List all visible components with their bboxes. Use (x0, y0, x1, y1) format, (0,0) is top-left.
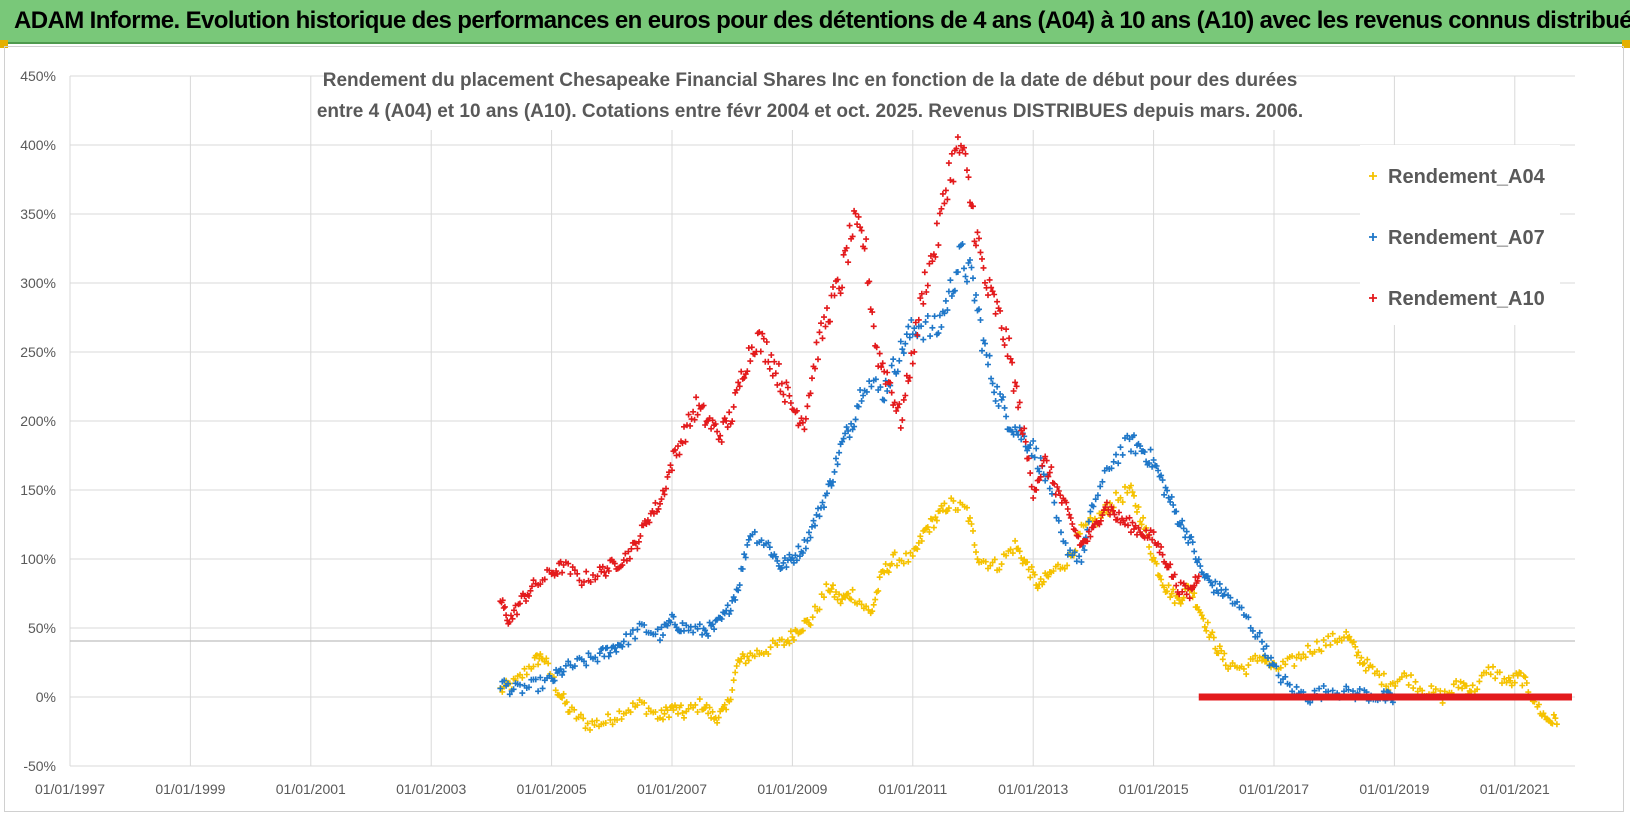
y-tick-label: 450% (20, 68, 56, 84)
legend-label: Rendement_A07 (1388, 227, 1545, 249)
y-axis-ticks: -50% 0% 50% 100% 150% 200% 250% 300% 350% 400% 450… (20, 68, 56, 774)
y-tick-label: 150% (20, 482, 56, 498)
legend-label: Rendement_A04 (1388, 166, 1546, 188)
x-tick-label: 01/01/2009 (757, 781, 827, 797)
title-background (330, 60, 1290, 130)
chart-title-line-1: Rendement du placement Chesapeake Financ… (323, 70, 1298, 91)
x-tick-label: 01/01/2003 (396, 781, 466, 797)
series-rendement-a07 (497, 241, 1398, 706)
legend-marker (1369, 294, 1377, 302)
y-tick-label: 250% (20, 344, 56, 360)
legend-marker (1369, 172, 1377, 180)
series-markers (497, 241, 1398, 706)
y-tick-label: 0% (36, 689, 56, 705)
legend-marker (1369, 233, 1377, 241)
x-tick-label: 01/01/1997 (35, 781, 105, 797)
corner-marker-right (1622, 40, 1630, 48)
x-tick-label: 01/01/2001 (276, 781, 346, 797)
corner-marker-left (0, 40, 8, 48)
grid (69, 75, 1575, 767)
x-tick-label: 01/01/2017 (1239, 781, 1309, 797)
legend-label: Rendement_A10 (1388, 288, 1545, 310)
chart-title-line-2: entre 4 (A04) et 10 ans (A10). Cotations… (317, 101, 1303, 122)
y-tick-label: 50% (28, 620, 56, 636)
report-banner: ADAM Informe. Evolution historique des p… (0, 0, 1630, 44)
series-rendement-a10 (497, 134, 1202, 627)
x-tick-label: 01/01/2013 (998, 781, 1068, 797)
y-tick-label: 100% (20, 551, 56, 567)
x-tick-label: 01/01/2019 (1359, 781, 1429, 797)
series-markers (497, 134, 1202, 627)
data-series (497, 134, 1572, 733)
x-tick-label: 01/01/2007 (637, 781, 707, 797)
x-tick-label: 01/01/2011 (878, 781, 947, 797)
y-tick-label: 350% (20, 206, 56, 222)
x-tick-label: 01/01/2021 (1480, 781, 1550, 797)
report-title: ADAM Informe. Evolution historique des p… (14, 7, 1630, 34)
legend: Rendement_A04 Rendement_A07 Rendement_A10 (1369, 166, 1546, 310)
y-tick-label: 300% (20, 275, 56, 291)
y-tick-label: 400% (20, 137, 56, 153)
x-tick-label: 01/01/2005 (517, 781, 587, 797)
x-tick-label: 01/01/1999 (155, 781, 225, 797)
legend-background (1360, 145, 1560, 325)
chart-frame (4, 46, 1624, 812)
y-tick-label: -50% (23, 758, 56, 774)
y-tick-label: 200% (20, 413, 56, 429)
x-tick-label: 01/01/2015 (1119, 781, 1189, 797)
x-axis-ticks: 01/01/1997 01/01/1999 01/01/2001 01/01/2003… (35, 781, 1550, 797)
